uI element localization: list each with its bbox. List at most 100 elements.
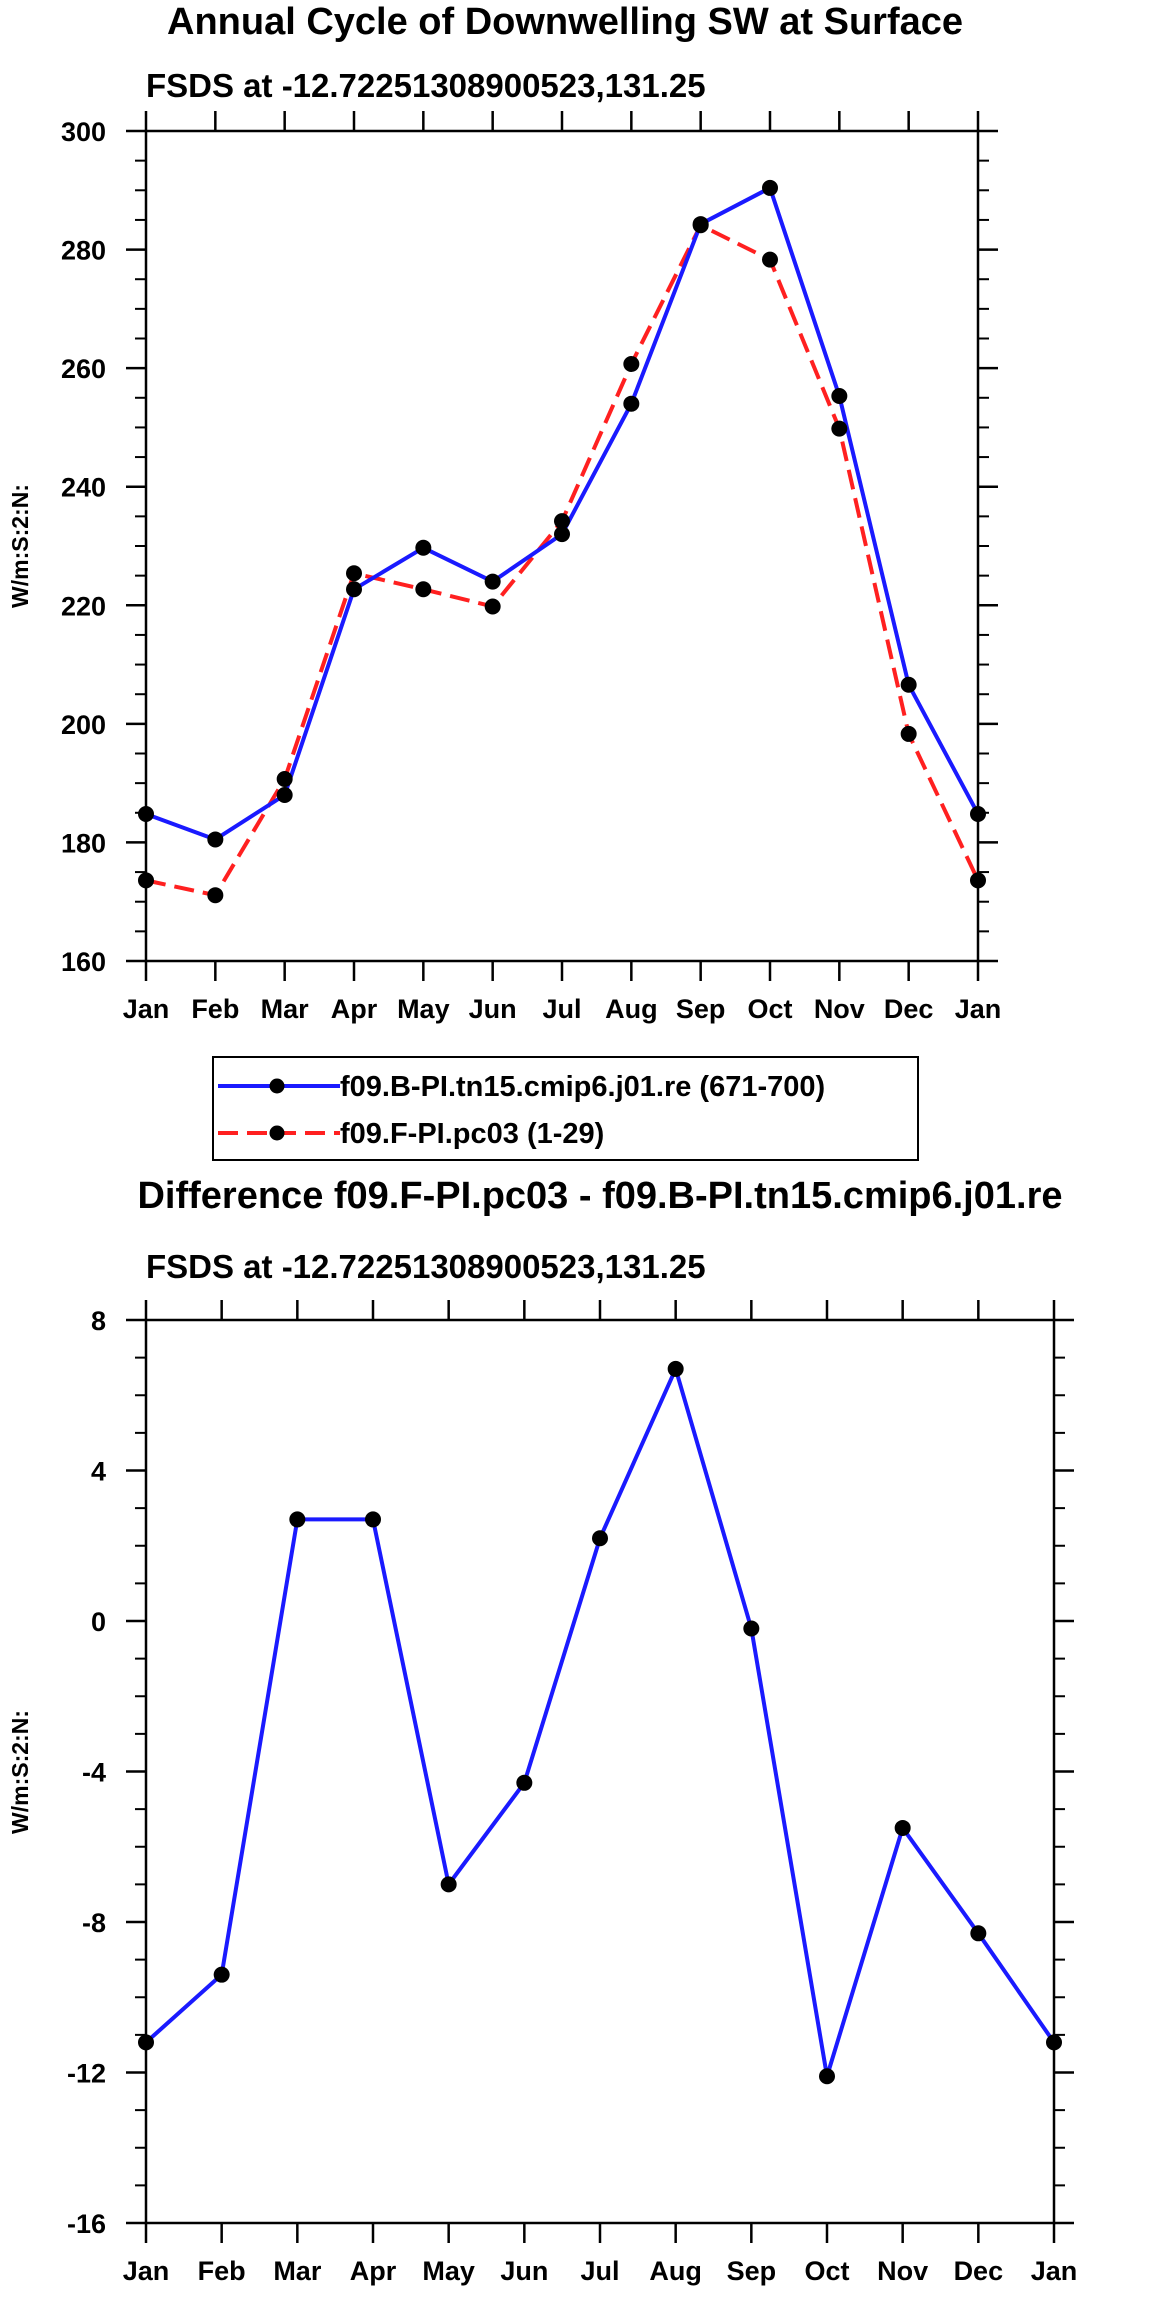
legend-label: f09.F-PI.pc03 (1-29) [340, 1118, 604, 1150]
y-tick-label: -16 [67, 2209, 106, 2239]
data-point [623, 355, 640, 372]
y-tick-label: 180 [61, 828, 106, 858]
legend-marker [269, 1078, 285, 1094]
x-tick-label: Jan [955, 994, 1002, 1024]
data-point [276, 787, 293, 803]
x-tick-label: Dec [954, 2256, 1004, 2286]
plot-frame [144, 129, 980, 963]
data-point [207, 887, 224, 904]
y-tick-label: 240 [61, 473, 106, 503]
data-point [415, 581, 432, 598]
data-point [554, 513, 570, 530]
y-tick-label: -8 [82, 1908, 106, 1938]
data-point [831, 388, 848, 405]
x-tick-label: Jul [542, 994, 581, 1024]
x-tick-label: Sep [676, 994, 726, 1024]
data-point [831, 420, 848, 437]
x-tick-label: May [397, 994, 450, 1024]
data-point [762, 179, 778, 196]
x-tick-label: Jan [123, 2256, 170, 2286]
data-point [440, 1876, 457, 1893]
data-point [213, 1966, 230, 1983]
x-tick-label: Aug [649, 2256, 701, 2286]
data-point [207, 831, 224, 848]
y-tick-label: 200 [61, 710, 106, 740]
chart-subtitle: FSDS at -12.72251308900523,131.25 [146, 1248, 706, 1285]
x-tick-label: Mar [261, 994, 310, 1024]
data-point [289, 1511, 306, 1528]
plot-frame [144, 1318, 1056, 2225]
data-point [623, 395, 640, 412]
annual-cycle-chart: Annual Cycle of Downwelling SW at Surfac… [7, 1, 1002, 1161]
x-tick-label: Apr [350, 2256, 397, 2286]
x-tick-label: Nov [877, 2256, 928, 2286]
x-tick-label: Aug [605, 994, 657, 1024]
data-point [900, 676, 917, 693]
data-point [667, 1360, 684, 1377]
data-point [484, 573, 501, 590]
x-tick-label: Feb [198, 2256, 246, 2286]
x-tick-label: Nov [814, 994, 865, 1024]
chart-subtitle: FSDS at -12.72251308900523,131.25 [146, 67, 706, 104]
x-tick-label: Oct [747, 994, 792, 1024]
y-tick-label: 260 [61, 354, 106, 384]
legend-entry-model-f: f09.F-PI.pc03 (1-29) [218, 1118, 604, 1150]
difference-chart: Difference f09.F-PI.pc03 - f09.B-PI.tn15… [7, 1175, 1077, 2286]
x-tick-label: Oct [804, 2256, 849, 2286]
series-line [145, 223, 980, 898]
data-point [900, 725, 917, 742]
x-tick-label: Sep [727, 2256, 777, 2286]
data-point [970, 872, 986, 889]
x-tick-label: Jun [469, 994, 517, 1024]
data-point [365, 1511, 381, 1528]
x-tick-label: Jun [500, 2256, 548, 2286]
data-point [346, 565, 362, 582]
legend: f09.B-PI.tn15.cmip6.j01.re (671-700) f09… [212, 1056, 919, 1161]
data-point [743, 1620, 760, 1637]
data-point [894, 1819, 911, 1836]
series-line [144, 1366, 1056, 2079]
data-point [276, 770, 293, 787]
data-point [346, 581, 362, 598]
x-tick-label: Jan [1031, 2256, 1078, 2286]
data-point [692, 217, 709, 234]
y-axis-label: W/m:S:2:N: [7, 484, 33, 608]
x-tick-label: May [422, 2256, 475, 2286]
x-tick-label: Jul [580, 2256, 619, 2286]
data-point [592, 1530, 608, 1547]
y-tick-label: -4 [82, 1758, 106, 1788]
y-tick-label: 160 [61, 947, 106, 977]
data-point [484, 598, 501, 615]
data-point [1046, 2034, 1062, 2051]
chart-title: Difference f09.F-PI.pc03 - f09.B-PI.tn15… [137, 1175, 1062, 1217]
data-point [415, 539, 432, 556]
data-point [554, 526, 570, 543]
y-tick-label: 0 [91, 1607, 106, 1637]
legend-entry-model-b: f09.B-PI.tn15.cmip6.j01.re (671-700) [218, 1071, 825, 1103]
x-tick-label: Feb [191, 994, 239, 1024]
legend-label: f09.B-PI.tn15.cmip6.j01.re (671-700) [340, 1071, 825, 1103]
data-point [819, 2068, 835, 2085]
x-tick-label: Mar [273, 2256, 322, 2286]
y-tick-label: 280 [61, 236, 106, 266]
y-tick-label: -12 [67, 2059, 106, 2089]
y-tick-label: 4 [91, 1457, 106, 1487]
chart-title: Annual Cycle of Downwelling SW at Surfac… [167, 1, 963, 43]
x-tick-label: Dec [884, 994, 934, 1024]
y-tick-label: 300 [61, 117, 106, 147]
y-tick-label: 220 [61, 591, 106, 621]
legend-box [212, 1056, 919, 1161]
legend-marker [269, 1125, 285, 1141]
y-axis-label: W/m:S:2:N: [7, 1710, 33, 1834]
x-tick-label: Apr [331, 994, 378, 1024]
data-point [970, 805, 986, 822]
data-point [138, 872, 154, 889]
data-point [138, 805, 154, 822]
data-point [516, 1774, 533, 1791]
x-tick-label: Jan [123, 994, 170, 1024]
data-point [762, 251, 778, 268]
data-point [138, 2034, 154, 2051]
data-point [970, 1925, 987, 1942]
y-tick-label: 8 [91, 1306, 106, 1336]
